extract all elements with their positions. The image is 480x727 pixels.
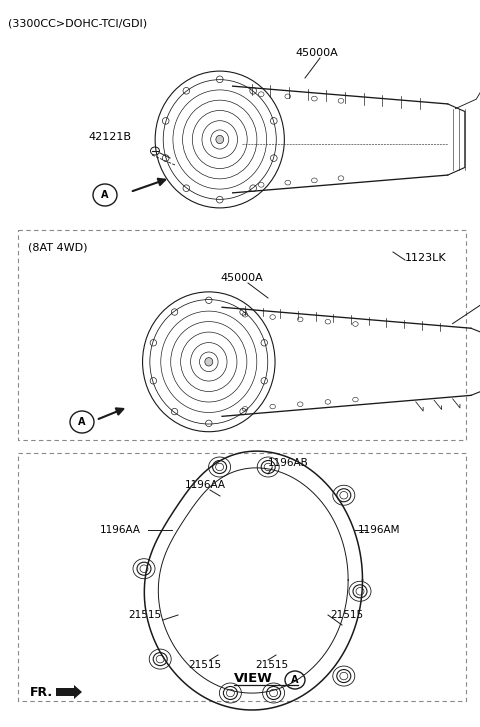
Text: 45000A: 45000A xyxy=(295,48,338,58)
Text: 1196AA: 1196AA xyxy=(100,525,141,535)
Text: VIEW: VIEW xyxy=(234,672,273,685)
Text: 21515: 21515 xyxy=(255,660,288,670)
Text: 21515: 21515 xyxy=(330,610,363,620)
Text: (8AT 4WD): (8AT 4WD) xyxy=(28,243,87,253)
Text: 42121B: 42121B xyxy=(88,132,131,142)
Polygon shape xyxy=(74,685,82,699)
Text: 1196AM: 1196AM xyxy=(358,525,400,535)
Text: 45000A: 45000A xyxy=(220,273,263,283)
Bar xyxy=(18,230,466,440)
Text: 21515: 21515 xyxy=(128,610,161,620)
Polygon shape xyxy=(56,688,74,696)
Text: 1123LK: 1123LK xyxy=(405,253,446,263)
Text: (3300CC>DOHC-TCI/GDI): (3300CC>DOHC-TCI/GDI) xyxy=(8,18,147,28)
Text: A: A xyxy=(291,675,299,685)
Text: 1196AB: 1196AB xyxy=(268,458,309,468)
Text: A: A xyxy=(101,190,109,200)
Text: 21515: 21515 xyxy=(188,660,221,670)
Text: A: A xyxy=(78,417,86,427)
Text: FR.: FR. xyxy=(30,686,53,699)
Bar xyxy=(18,453,466,701)
Ellipse shape xyxy=(205,358,213,366)
Ellipse shape xyxy=(216,135,224,144)
Text: 1196AA: 1196AA xyxy=(185,480,226,490)
